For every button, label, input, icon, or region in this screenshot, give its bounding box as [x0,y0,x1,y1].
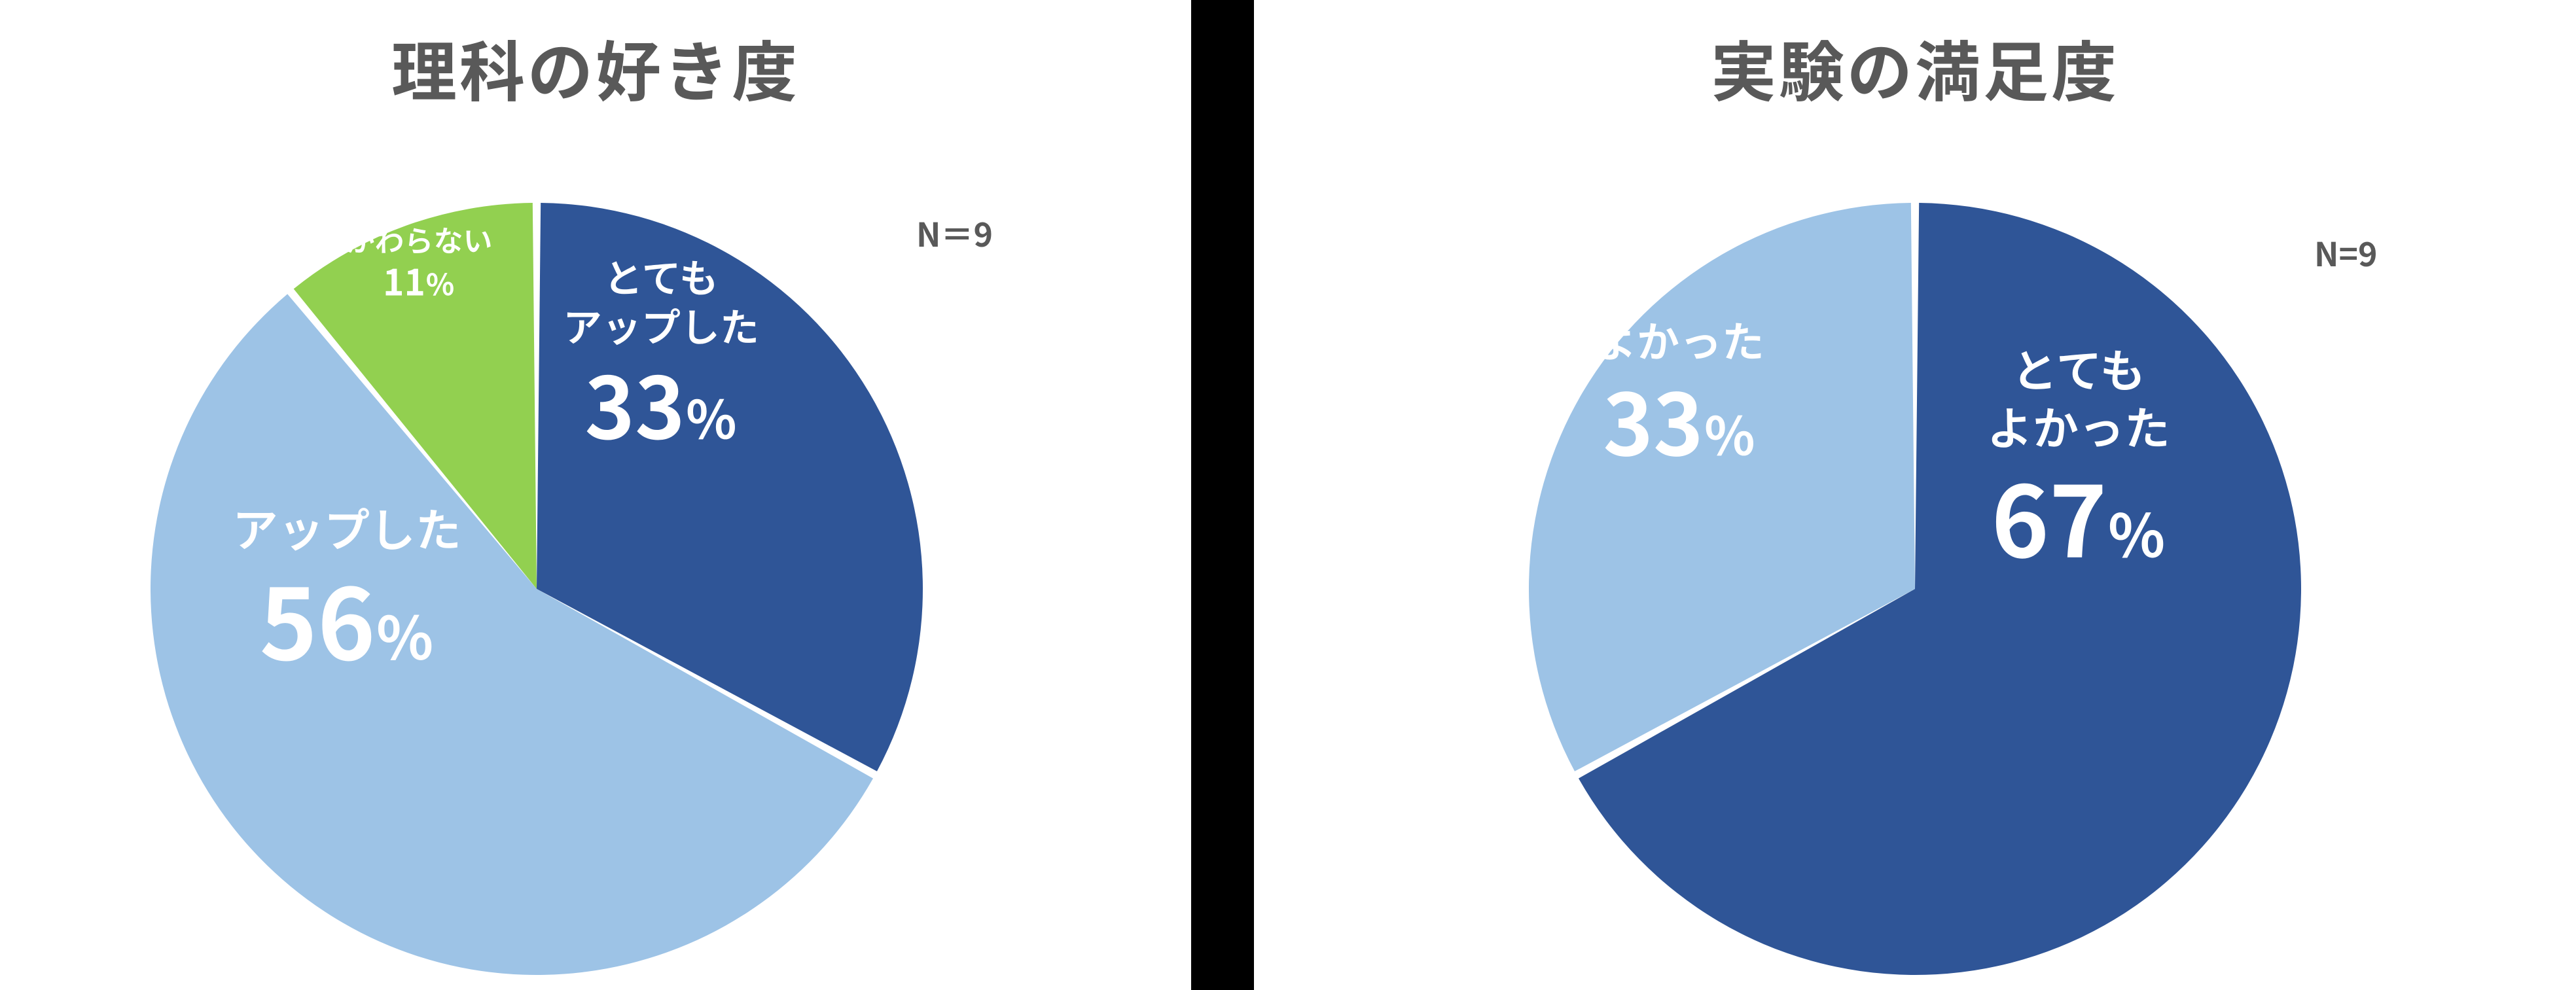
chart-stage: 理科の好き度 N＝9 とてもアップした33％ アップした56％ かわらない11％ 実験の満… [0,0,2576,990]
slice-label-line: とても [563,251,759,300]
slice-label: とてもよかった67％ [1987,340,2170,577]
slice-percent: 56％ [232,556,461,679]
slice-label: とてもアップした33％ [563,251,759,456]
slice-label-line: とても [1987,340,2170,397]
slice-label: かわらない11％ [345,221,492,303]
chart-panel-left: 理科の好き度 N＝9 とてもアップした33％ アップした56％ かわらない11％ [0,0,1191,990]
n-label: N＝9 [916,209,993,256]
slice-label: よかった33％ [1594,313,1764,472]
slice-label: アップした56％ [232,499,461,679]
slice-label-line: かわらない [345,221,492,258]
chart-title: 実験の満足度 [1254,20,2576,115]
slice-percent: 33％ [1594,366,1764,472]
slice-percent: 33％ [563,349,759,456]
chart-panel-right: 実験の満足度 N=9 とてもよかった67％ よかった33％ [1254,0,2576,990]
n-label: N=9 [2314,229,2377,276]
chart-title: 理科の好き度 [0,20,1191,115]
slice-percent: 11％ [345,258,492,303]
slice-percent: 67％ [1987,454,2170,577]
panel-divider [1191,0,1254,990]
